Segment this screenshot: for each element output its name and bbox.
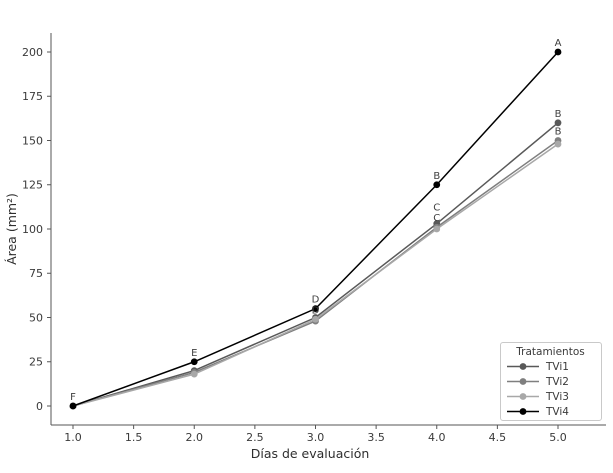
x-tick-label: 2.5 xyxy=(246,431,264,444)
y-tick-label: 0 xyxy=(36,400,43,413)
annotation-letter-C: C xyxy=(433,203,440,214)
y-tick-label: 75 xyxy=(29,267,43,280)
legend-item-label: TVi4 xyxy=(545,406,569,418)
y-tick-label: 200 xyxy=(22,46,43,59)
plot-area: 1.0 1.5 2.0 2.5 3.0 3.5 4.0 4.5 5.0 0 25 50 75 100 125… xyxy=(22,33,606,444)
data-point-TVi4-day4 xyxy=(433,181,441,189)
legend-item-TVi3: TVi3 xyxy=(507,391,569,403)
legend-item-label: TVi1 xyxy=(545,361,569,373)
y-tick-label: 50 xyxy=(29,311,43,324)
annotation-letter-B: B xyxy=(555,109,562,120)
y-axis-label: Área (mm²) xyxy=(4,193,19,265)
legend-item-label: TVi3 xyxy=(545,391,569,403)
data-point-TVi1-day5 xyxy=(554,119,562,127)
data-point-TVi3-day2 xyxy=(190,370,198,378)
legend-marker-dot xyxy=(519,378,527,385)
x-tick-label: 1.5 xyxy=(125,431,143,444)
legend-marker-dot xyxy=(519,408,527,415)
legend-box xyxy=(500,342,602,421)
series-line-TVi2 xyxy=(72,139,559,407)
x-tick-label: 4.0 xyxy=(428,431,446,444)
y-tick-label: 25 xyxy=(29,356,43,369)
y-tick-label: 175 xyxy=(22,90,43,103)
y-tick-label: 125 xyxy=(22,179,43,192)
legend-item-TVi1: TVi1 xyxy=(507,361,569,373)
annotation-letter-D: D xyxy=(312,295,320,306)
annotation-letter-C: C xyxy=(433,213,440,224)
data-point-TVi4-day1 xyxy=(69,402,77,410)
legend-marker-dot xyxy=(519,363,527,370)
data-point-TVi3-day3 xyxy=(312,315,319,323)
annotation-letter-B: B xyxy=(555,127,562,138)
annotation-letter-F: F xyxy=(70,392,76,403)
legend-title: Tratamientos xyxy=(515,346,584,358)
series-line-TVi4 xyxy=(72,51,559,407)
x-tick-label: 3.5 xyxy=(367,431,385,444)
annotation-letter-D: D xyxy=(312,305,320,316)
data-point-TVi3-day4 xyxy=(433,225,441,233)
annotation-letter-B: B xyxy=(433,171,440,182)
legend: Tratamientos TVi1 TVi2 TVi3 TVi4 xyxy=(500,342,602,421)
annotation-letter-A: A xyxy=(555,38,562,49)
annotation-letter-E: E xyxy=(191,348,197,359)
legend-item-TVi4: TVi4 xyxy=(507,406,569,418)
x-tick-label: 4.5 xyxy=(489,431,507,444)
x-tick-label: 5.0 xyxy=(549,431,567,444)
legend-marker-dot xyxy=(519,393,527,400)
data-point-TVi4-day2 xyxy=(190,358,198,366)
legend-item-TVi2: TVi2 xyxy=(507,376,569,388)
x-tick-label: 2.0 xyxy=(186,431,204,444)
data-point-TVi4-day3 xyxy=(312,305,319,313)
x-tick-label: 3.0 xyxy=(307,431,325,444)
y-tick-label: 100 xyxy=(22,223,43,236)
x-tick-label: 1.0 xyxy=(64,431,82,444)
series-line-TVi1 xyxy=(72,122,559,407)
y-tick-label: 150 xyxy=(22,134,43,147)
data-point-TVi3-day5 xyxy=(554,140,562,148)
legend-item-label: TVi2 xyxy=(545,376,569,388)
data-point-TVi4-day5 xyxy=(554,48,562,56)
x-axis-label: Días de evaluación xyxy=(251,446,370,461)
